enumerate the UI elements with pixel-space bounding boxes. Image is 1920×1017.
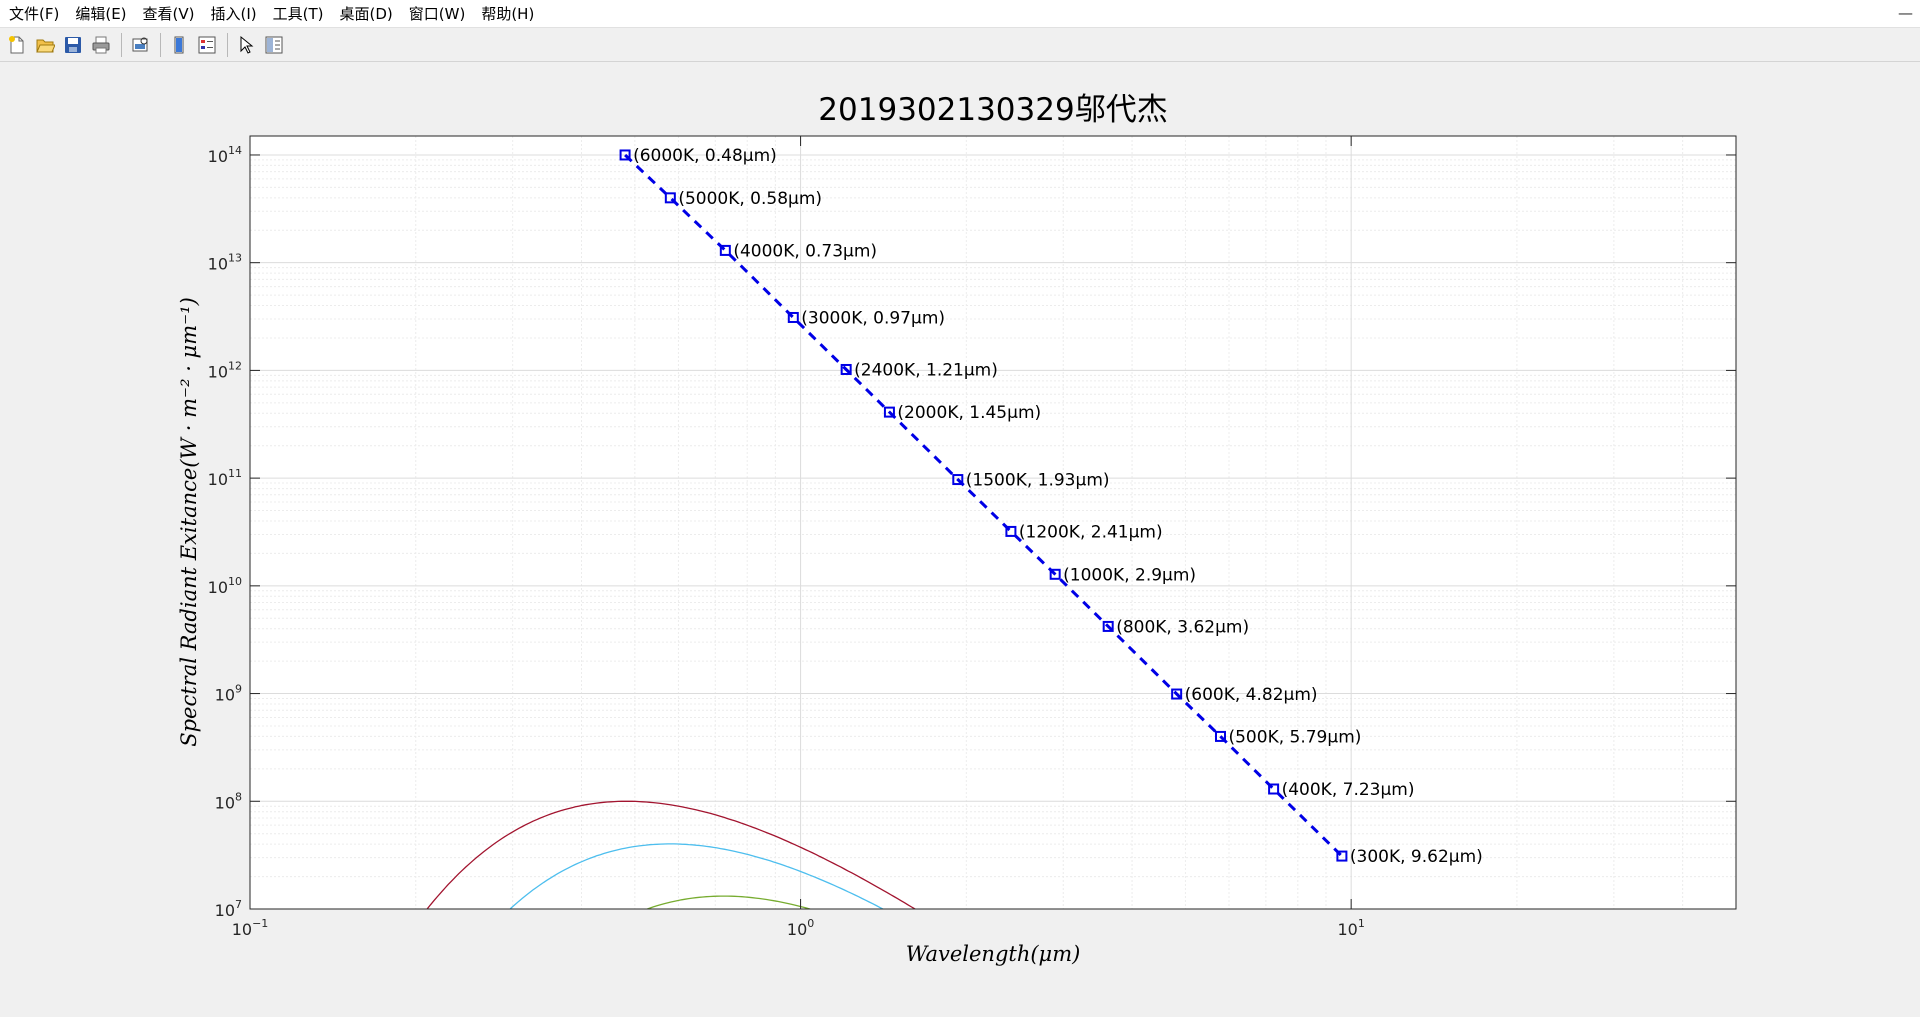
figure-canvas: (6000K, 0.48μm) (5000K, 0.58μm) (4000K, 0.…	[0, 62, 1920, 1017]
y-tick-label: 1014	[208, 144, 242, 166]
curve-6000K	[426, 800, 917, 909]
menu-edit[interactable]: 编辑(E)	[75, 4, 127, 23]
curve-4000K	[645, 895, 813, 909]
peak-marker	[787, 311, 799, 323]
peak-label: (1200K, 2.41μm)	[1019, 522, 1163, 542]
peak-marker	[664, 192, 676, 204]
colorbar-icon[interactable]	[166, 32, 192, 58]
toolbar-separator	[160, 33, 161, 57]
menu-view[interactable]: 查看(V)	[142, 4, 195, 23]
peak-label: (1000K, 2.9μm)	[1063, 565, 1196, 585]
peak-marker	[883, 406, 895, 418]
peak-marker	[1005, 525, 1017, 537]
peak-labels: (6000K, 0.48μm) (5000K, 0.58μm) (4000K, 0.…	[633, 146, 1483, 867]
menu-desktop[interactable]: 桌面(D)	[339, 4, 393, 23]
peak-marker	[952, 474, 964, 486]
y-tick-labels: 107 108 109 1010 1011 1012 1013 1014	[208, 144, 242, 920]
peak-markers	[619, 149, 1348, 862]
save-icon[interactable]	[60, 32, 86, 58]
peak-label: (6000K, 0.48μm)	[633, 146, 777, 166]
y-tick-label: 1010	[208, 575, 242, 597]
menu-tools[interactable]: 工具(T)	[272, 4, 324, 23]
y-tick-label: 1012	[208, 359, 242, 381]
menu-file[interactable]: 文件(F)	[9, 4, 60, 23]
chart-title: 2019302130329邬代杰	[818, 92, 1167, 128]
x-tick-labels: 10−1 100 101	[232, 917, 1365, 939]
x-tick-label: 101	[1337, 917, 1364, 939]
peak-marker	[1049, 568, 1061, 580]
peak-marker	[1214, 730, 1226, 742]
peak-marker	[1102, 620, 1114, 632]
peak-marker	[840, 363, 852, 375]
peak-label: (3000K, 0.97μm)	[801, 308, 945, 328]
toolbar	[0, 29, 1920, 62]
curve-5000K	[509, 843, 885, 909]
y-axis-label: Spectral Radiant Exitance(W · m⁻² · μm⁻¹…	[177, 297, 201, 747]
axis-ticks	[249, 136, 1736, 910]
peak-marker	[719, 244, 731, 256]
peak-label: (2000K, 1.45μm)	[897, 403, 1041, 423]
minor-grid	[250, 136, 1737, 909]
peak-label: (500K, 5.79μm)	[1228, 727, 1361, 747]
peak-label: (800K, 3.62μm)	[1116, 617, 1249, 637]
open-file-icon[interactable]	[32, 32, 58, 58]
x-axis-label: Wavelength(μm)	[906, 942, 1081, 966]
toolbar-separator	[121, 33, 122, 57]
x-tick-label: 100	[787, 917, 814, 939]
peak-label: (4000K, 0.73μm)	[733, 241, 877, 261]
wien-displacement-line	[624, 153, 1343, 858]
property-editor-icon[interactable]	[261, 32, 287, 58]
y-tick-label: 108	[215, 790, 242, 812]
peak-label: (1500K, 1.93μm)	[966, 471, 1110, 491]
print-preview-icon[interactable]	[127, 32, 153, 58]
peak-marker	[1336, 850, 1348, 862]
peak-label: (5000K, 0.58μm)	[678, 189, 822, 209]
toolbar-separator	[227, 33, 228, 57]
legend-icon[interactable]	[194, 32, 220, 58]
select-pointer-icon[interactable]	[233, 32, 259, 58]
new-figure-icon[interactable]	[4, 32, 30, 58]
peak-marker	[1268, 783, 1280, 795]
menu-insert[interactable]: 插入(I)	[210, 4, 257, 23]
peak-label: (2400K, 1.21μm)	[854, 360, 998, 380]
plot-area[interactable]	[250, 136, 1736, 909]
peak-label: (300K, 9.62μm)	[1350, 847, 1483, 867]
x-tick-label: 10−1	[232, 917, 269, 939]
blackbody-chart: (6000K, 0.48μm) (5000K, 0.58μm) (4000K, 0.…	[177, 92, 1737, 1013]
menu-help[interactable]: 帮助(H)	[481, 4, 535, 23]
y-tick-label: 1013	[208, 252, 242, 274]
peak-marker	[619, 149, 631, 161]
curve-3000K	[646, 963, 979, 1013]
peak-marker	[1171, 688, 1183, 700]
print-icon[interactable]	[88, 32, 114, 58]
y-tick-label: 107	[215, 898, 242, 920]
menu-window[interactable]: 窗口(W)	[408, 4, 466, 23]
y-tick-label: 1011	[208, 467, 242, 489]
y-tick-label: 109	[215, 683, 242, 705]
axes-box	[249, 135, 1737, 910]
peak-label: (400K, 7.23μm)	[1282, 780, 1415, 800]
minimize-button[interactable]: —	[1898, 4, 1913, 22]
menu-bar: 文件(F) 编辑(E) 查看(V) 插入(I) 工具(T) 桌面(D) 窗口(W…	[0, 0, 1920, 28]
major-grid	[249, 136, 1736, 910]
peak-label: (600K, 4.82μm)	[1185, 685, 1318, 705]
spectral-curves	[426, 800, 979, 1013]
